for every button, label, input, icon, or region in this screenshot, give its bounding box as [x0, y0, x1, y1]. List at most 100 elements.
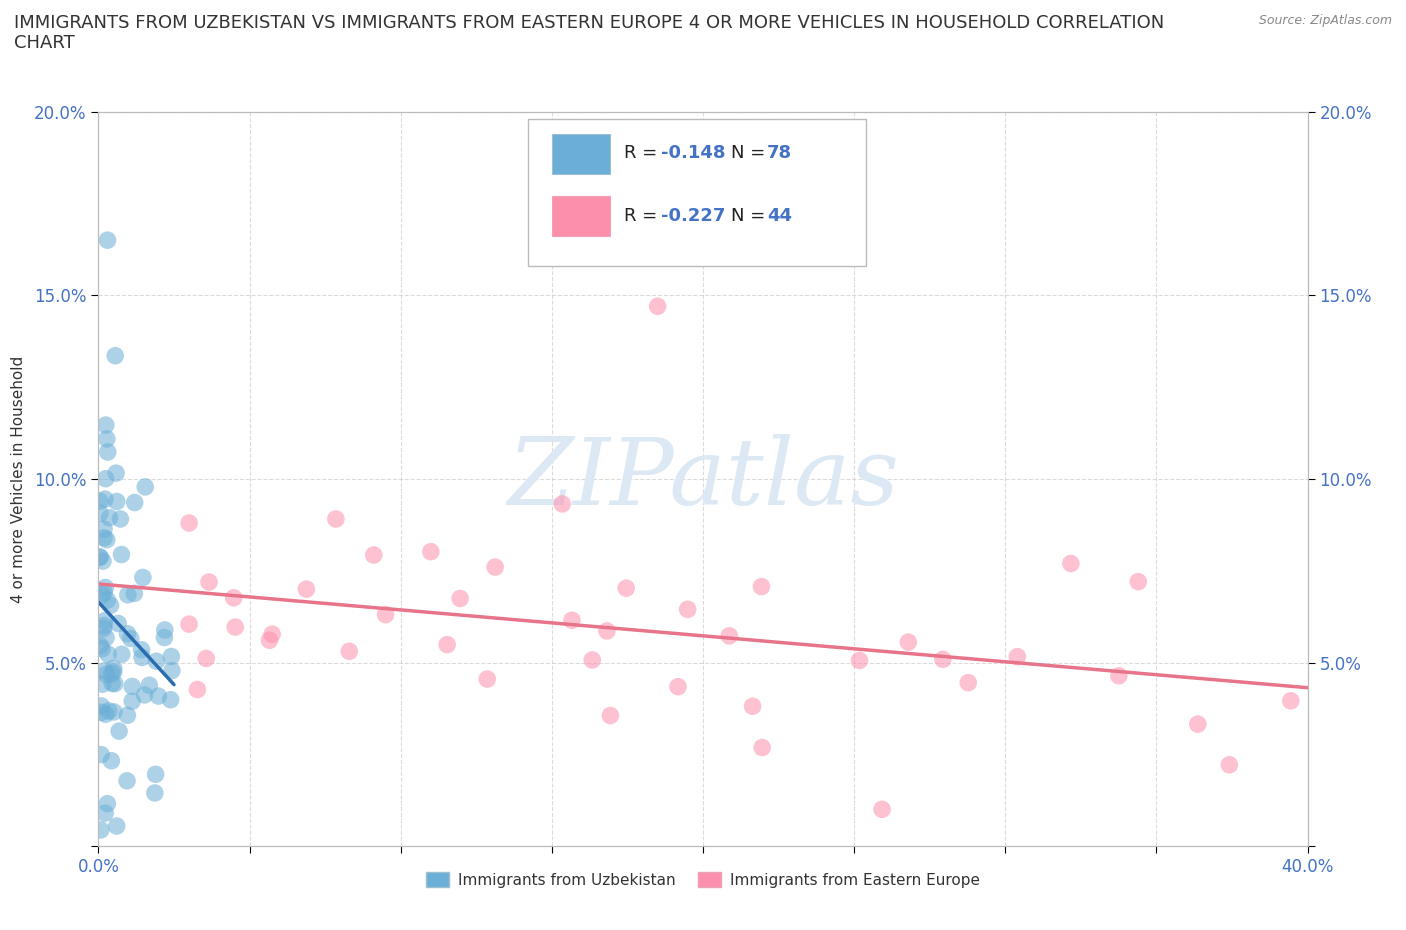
Point: [1218, 757, 1240, 772]
Point: [100, 598, 122, 613]
Point: [101, 666, 124, 681]
Point: [97, 646, 120, 661]
Text: IMMIGRANTS FROM UZBEKISTAN VS IMMIGRANTS FROM EASTERN EUROPE 4 OR MORE VEHICLES : IMMIGRANTS FROM UZBEKISTAN VS IMMIGRANTS…: [14, 14, 1164, 32]
Point: [1128, 574, 1150, 589]
Text: N =: N =: [731, 207, 770, 225]
Point: [195, 651, 218, 666]
Point: [599, 708, 621, 723]
Point: [1108, 669, 1130, 684]
Point: [741, 698, 763, 713]
Point: [89, 506, 111, 521]
Point: [94, 472, 117, 486]
Text: Source: ZipAtlas.com: Source: ZipAtlas.com: [1258, 14, 1392, 27]
Point: [138, 678, 160, 693]
Point: [148, 688, 170, 703]
Point: [751, 579, 773, 594]
Point: [419, 544, 441, 559]
Point: [224, 619, 246, 634]
Point: [110, 547, 132, 562]
Point: [91, 588, 114, 603]
Point: [153, 631, 176, 645]
FancyBboxPatch shape: [527, 119, 866, 266]
Point: [96, 592, 118, 607]
Point: [870, 802, 893, 817]
Text: 44: 44: [768, 207, 792, 225]
Point: [93, 530, 115, 545]
Point: [96, 232, 118, 247]
Text: -0.227: -0.227: [661, 207, 725, 225]
Point: [131, 643, 153, 658]
FancyBboxPatch shape: [551, 196, 610, 236]
Point: [96, 532, 118, 547]
Point: [134, 480, 156, 495]
Point: [94, 613, 117, 628]
Point: [96, 432, 118, 446]
Point: [1187, 717, 1209, 732]
Point: [676, 602, 699, 617]
Point: [132, 570, 155, 585]
Point: [751, 740, 773, 755]
Point: [103, 661, 125, 676]
Point: [103, 665, 125, 680]
Text: ZIPatlas: ZIPatlas: [508, 434, 898, 524]
Legend: Immigrants from Uzbekistan, Immigrants from Eastern Europe: Immigrants from Uzbekistan, Immigrants f…: [419, 866, 987, 894]
Point: [101, 676, 124, 691]
Point: [145, 767, 167, 782]
Point: [94, 631, 117, 645]
Point: [90, 698, 112, 713]
Point: [159, 692, 181, 707]
Point: [897, 634, 920, 649]
Point: [449, 591, 471, 606]
Point: [134, 687, 156, 702]
Point: [89, 638, 111, 653]
Point: [124, 586, 146, 601]
Point: [160, 663, 183, 678]
Point: [94, 707, 117, 722]
Point: [596, 623, 619, 638]
Point: [117, 588, 139, 603]
Point: [198, 575, 221, 590]
FancyBboxPatch shape: [551, 134, 610, 174]
Point: [259, 632, 281, 647]
Point: [143, 786, 166, 801]
Point: [160, 649, 183, 664]
Point: [295, 581, 318, 596]
Point: [363, 548, 385, 563]
Point: [131, 650, 153, 665]
Point: [1060, 556, 1083, 571]
Point: [90, 705, 112, 720]
Point: [91, 642, 114, 657]
Point: [117, 626, 139, 641]
Point: [121, 679, 143, 694]
Point: [551, 497, 574, 512]
Point: [614, 580, 637, 595]
Point: [90, 747, 112, 762]
Point: [107, 616, 129, 631]
Point: [97, 703, 120, 718]
Point: [110, 512, 132, 526]
Point: [111, 646, 134, 661]
Point: [581, 653, 603, 668]
Point: [93, 585, 115, 600]
Point: [932, 652, 955, 667]
Point: [94, 805, 117, 820]
Text: -0.148: -0.148: [661, 144, 725, 163]
Point: [848, 653, 870, 668]
Point: [104, 676, 127, 691]
Point: [100, 753, 122, 768]
Point: [222, 591, 245, 605]
Point: [96, 667, 118, 682]
Point: [718, 629, 741, 644]
Point: [666, 679, 689, 694]
Point: [89, 550, 111, 565]
Point: [89, 550, 111, 565]
Point: [105, 466, 128, 481]
Point: [436, 637, 458, 652]
Point: [93, 522, 115, 537]
Point: [647, 299, 669, 313]
Point: [561, 613, 583, 628]
Text: 78: 78: [768, 144, 792, 163]
Point: [97, 445, 120, 459]
Point: [96, 796, 118, 811]
Point: [93, 621, 115, 636]
